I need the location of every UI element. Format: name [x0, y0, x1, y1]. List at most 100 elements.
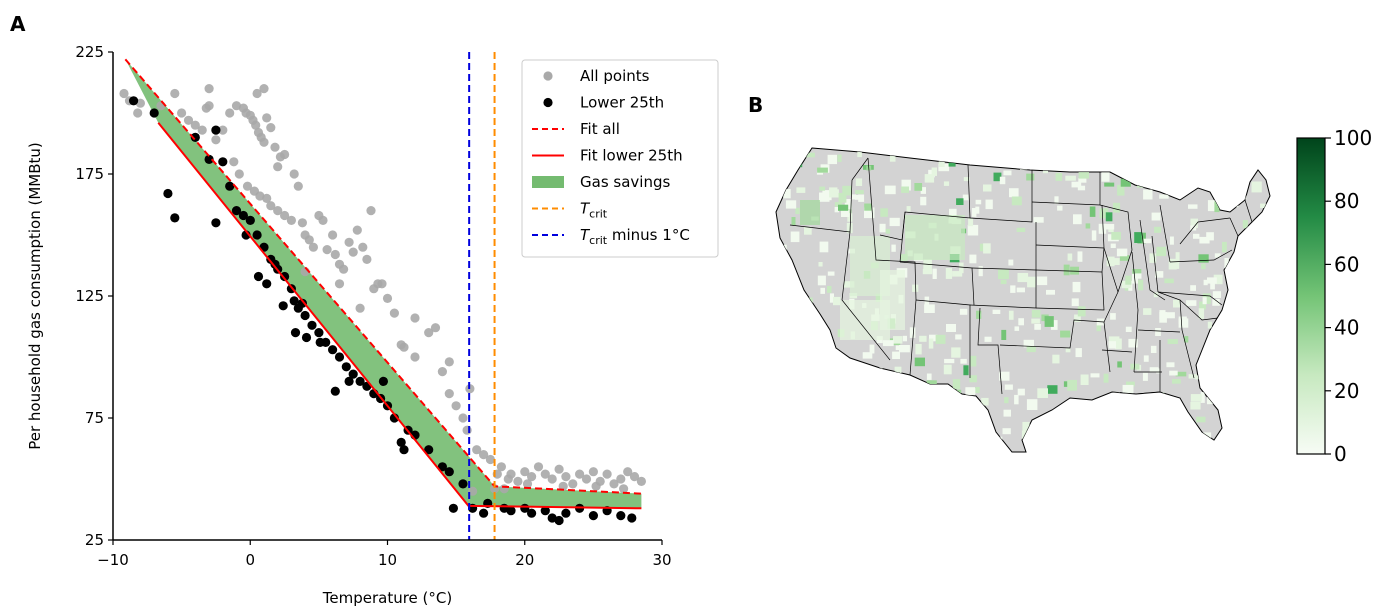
all-point: [540, 469, 550, 479]
county-cell: [1047, 385, 1058, 394]
all-point: [554, 464, 564, 474]
county-cell: [1155, 328, 1161, 336]
county-cell: [1210, 279, 1215, 290]
county-cell: [819, 186, 826, 191]
colorbar-tick-label: 100: [1334, 126, 1372, 150]
county-cell: [1016, 287, 1025, 293]
county-cell: [889, 217, 900, 227]
county-cell: [1003, 170, 1012, 176]
county-cell: [1134, 232, 1142, 243]
state-border: [1169, 249, 1233, 263]
county-cell: [1198, 254, 1209, 263]
y-tick-label: 25: [85, 531, 104, 549]
county-cell: [1190, 394, 1202, 402]
county-cell: [1001, 151, 1008, 158]
county-cell: [1254, 428, 1264, 437]
lower-point: [328, 345, 338, 355]
county-cell: [880, 208, 888, 217]
county-cell: [783, 189, 791, 199]
county-cell: [959, 308, 968, 315]
county-cell: [1158, 440, 1167, 450]
county-cell: [1237, 378, 1246, 386]
colorbar-tick-label: 0: [1334, 442, 1347, 466]
panel-b-label: B: [748, 93, 764, 117]
all-point: [591, 481, 601, 491]
county-cell: [1117, 184, 1125, 196]
county-cell: [983, 184, 992, 192]
county-cell: [794, 160, 803, 168]
county-cell: [892, 351, 900, 359]
county-cell: [1112, 202, 1121, 213]
county-cell: [869, 415, 876, 424]
colorbar-gradient: [1296, 137, 1326, 455]
county-cell: [855, 190, 864, 195]
county-cell: [1156, 246, 1167, 257]
all-point: [424, 328, 434, 338]
county-cell: [1224, 258, 1229, 269]
county-cell: [951, 347, 961, 358]
county-cell: [948, 156, 956, 167]
county-cell: [1105, 224, 1115, 230]
county-cell: [1212, 299, 1220, 306]
all-point: [318, 215, 328, 225]
county-cell: [1044, 316, 1054, 327]
county-cell: [1076, 449, 1082, 452]
county-cell: [1017, 388, 1025, 396]
county-cell: [1071, 298, 1079, 306]
legend-label: Fit all: [580, 120, 620, 138]
county-cell: [1070, 266, 1079, 275]
county-cell: [963, 177, 970, 182]
county-cell: [1172, 379, 1181, 384]
county-cell: [909, 445, 921, 452]
county-cell: [1041, 441, 1048, 450]
county-cell: [952, 271, 963, 277]
county-cell: [1232, 285, 1240, 290]
state-border: [851, 157, 869, 181]
county-cell: [1091, 230, 1097, 241]
county-cell: [915, 344, 922, 355]
county-cell: [827, 271, 835, 276]
county-cell: [968, 218, 974, 227]
county-cell: [959, 262, 964, 274]
lower-point: [616, 510, 626, 521]
county-cell: [1166, 362, 1175, 368]
county-cell: [817, 167, 828, 173]
county-cell: [923, 434, 929, 444]
state-border: [1103, 247, 1119, 373]
all-point: [330, 249, 340, 260]
county-cell: [1055, 173, 1063, 181]
county-cell: [1014, 326, 1020, 331]
all-point: [259, 84, 269, 94]
legend-box: [521, 59, 719, 258]
lower-point: [253, 271, 264, 282]
county-cell: [781, 394, 789, 405]
county-cell: [1143, 189, 1153, 200]
x-tick-label: 0: [245, 551, 255, 569]
county-cell: [804, 152, 815, 158]
county-cell: [985, 199, 993, 210]
lower-point: [348, 369, 358, 379]
lower-point: [444, 467, 454, 477]
county-cell: [1001, 329, 1007, 340]
county-cell: [791, 342, 800, 350]
lower-point: [218, 157, 228, 167]
county-cell: [912, 284, 919, 292]
county-cell: [999, 176, 1006, 185]
lower-point: [315, 337, 325, 347]
county-cell: [1193, 233, 1200, 239]
county-cell: [849, 423, 858, 429]
county-cell: [1196, 416, 1206, 423]
county-cell: [935, 334, 946, 344]
county-cell: [928, 338, 934, 349]
county-cell: [937, 425, 945, 431]
all-point: [362, 254, 372, 264]
county-cell: [848, 441, 858, 447]
county-cell: [1143, 308, 1152, 315]
county-cell: [1164, 278, 1174, 284]
x-tick-label: 30: [652, 551, 671, 569]
state-border: [1137, 329, 1181, 333]
colorbar-tick-label: 20: [1334, 379, 1359, 403]
county-cell: [846, 222, 853, 234]
county-cell: [1247, 247, 1256, 255]
county-cell: [795, 207, 800, 215]
